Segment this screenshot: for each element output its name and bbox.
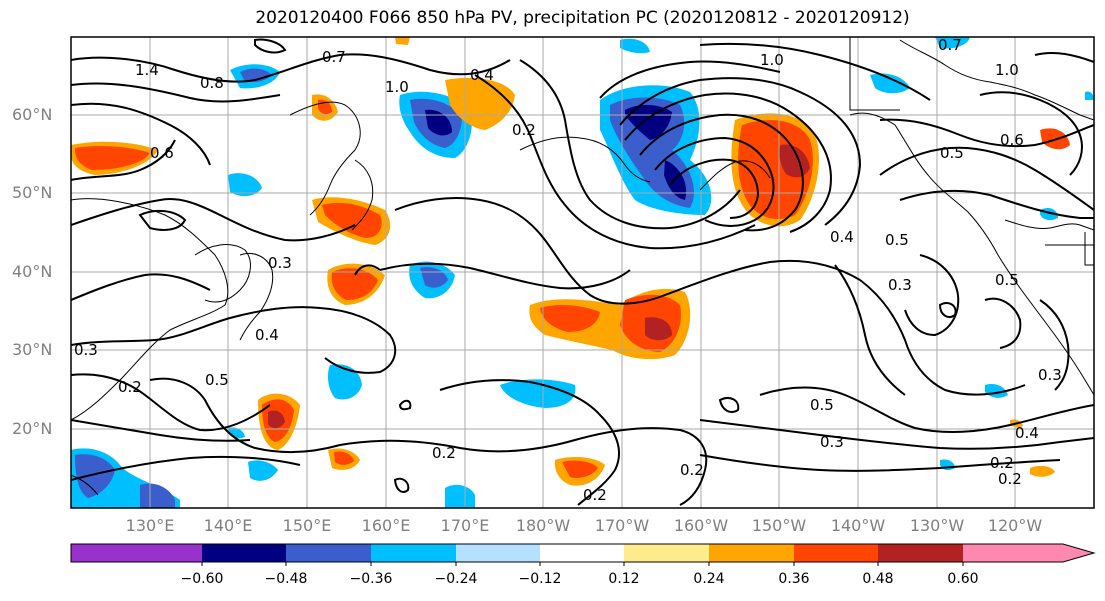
colorbar-tick-label: −0.12 [518,571,562,587]
contour-label: 0.5 [995,271,1019,289]
contour-label: 0.4 [1015,424,1039,442]
colorbar-tick-label: 0.24 [693,571,725,587]
contour-label: 0.2 [680,461,704,479]
lon-label: 170°W [594,516,650,535]
contour-label: 0.3 [888,276,912,294]
colorbar-swatch [878,544,963,562]
lat-label-20n: 20°N [12,419,53,438]
contour-label: 0.6 [150,144,174,162]
colorbar [70,543,1096,566]
map-title: 2020120400 F066 850 hPa PV, precipitatio… [255,8,910,28]
contour-label: 0.2 [512,121,536,139]
contour-label: 0.3 [268,254,292,272]
colorbar-tick-label: 0.12 [608,571,640,587]
lon-label: 120°W [987,516,1043,535]
colorbar-extend-max [1063,544,1094,562]
contour-label: 0.5 [810,396,834,414]
lon-label: 170°E [440,516,490,535]
contour-label: 1.0 [995,61,1019,79]
contour-label: 0.3 [820,433,844,451]
contour-label: 0.3 [74,341,98,359]
contour-label: 0.5 [885,231,909,249]
contour-label: 0.6 [1000,131,1024,149]
contour-label: 0.5 [940,144,964,162]
colorbar-swatch [456,544,540,562]
contour-label: 0.2 [583,486,607,504]
contour-label: 0.7 [938,36,962,54]
lon-label: 150°W [751,516,807,535]
lat-label-60n: 60°N [12,105,53,124]
colorbar-tick-label: −0.48 [264,571,308,587]
contour-label: 1.0 [760,51,784,69]
lat-label-30n: 30°N [12,340,53,359]
lon-label: 160°W [673,516,729,535]
colorbar-swatch [624,544,709,562]
colorbar-outline [70,543,1096,563]
colorbar-swatch [709,544,794,562]
lon-label: 140°W [830,516,886,535]
lat-label-40n: 40°N [12,262,53,281]
contour-label: 0.2 [998,470,1022,488]
contour-label: 1.0 [385,78,409,96]
contour-label: 1.4 [135,61,159,79]
contour-label: 0.5 [205,371,229,389]
colorbar-swatch [963,544,1063,562]
colorbar-tick-label: 0.36 [778,571,810,587]
colorbar-tick-label: −0.36 [349,571,393,587]
precip-shading [71,37,1094,508]
contour-label: 0.4 [255,326,279,344]
lon-label: 150°E [282,516,332,535]
lon-label: 160°E [361,516,411,535]
contour-label: 0.4 [830,228,854,246]
colorbar-swatch [794,544,878,562]
contour-labels: 1.4 0.7 0.8 1.0 0.7 1.0 1.0 0.4 0.2 0.6 … [74,36,1062,504]
contour-label: 0.8 [200,74,224,92]
colorbar-swatch [71,544,203,562]
colorbar-swatch [202,544,286,562]
pv-contours [71,38,1094,506]
lon-label: 130°W [909,516,965,535]
lon-label: 130°E [125,516,175,535]
colorbar-tick-label: −0.60 [180,571,224,587]
contour-label: 0.7 [322,48,346,66]
colorbar-swatch [286,544,371,562]
lat-label-50n: 50°N [12,183,53,202]
colorbar-swatch [540,544,624,562]
colorbar-tick-label: −0.24 [434,571,478,587]
map-frame [70,36,1095,509]
colorbar-swatch [371,544,456,562]
contour-label: 0.2 [118,378,142,396]
contour-label: 0.4 [470,66,494,84]
lon-label: 140°E [203,516,253,535]
contour-label: 0.3 [1038,366,1062,384]
contour-label: 0.2 [432,444,456,462]
colorbar-tick-label: 0.48 [862,571,894,587]
colorbar-tick-label: 0.60 [947,571,979,587]
lon-label: 180°W [515,516,571,535]
contour-label: 0.2 [990,454,1014,472]
